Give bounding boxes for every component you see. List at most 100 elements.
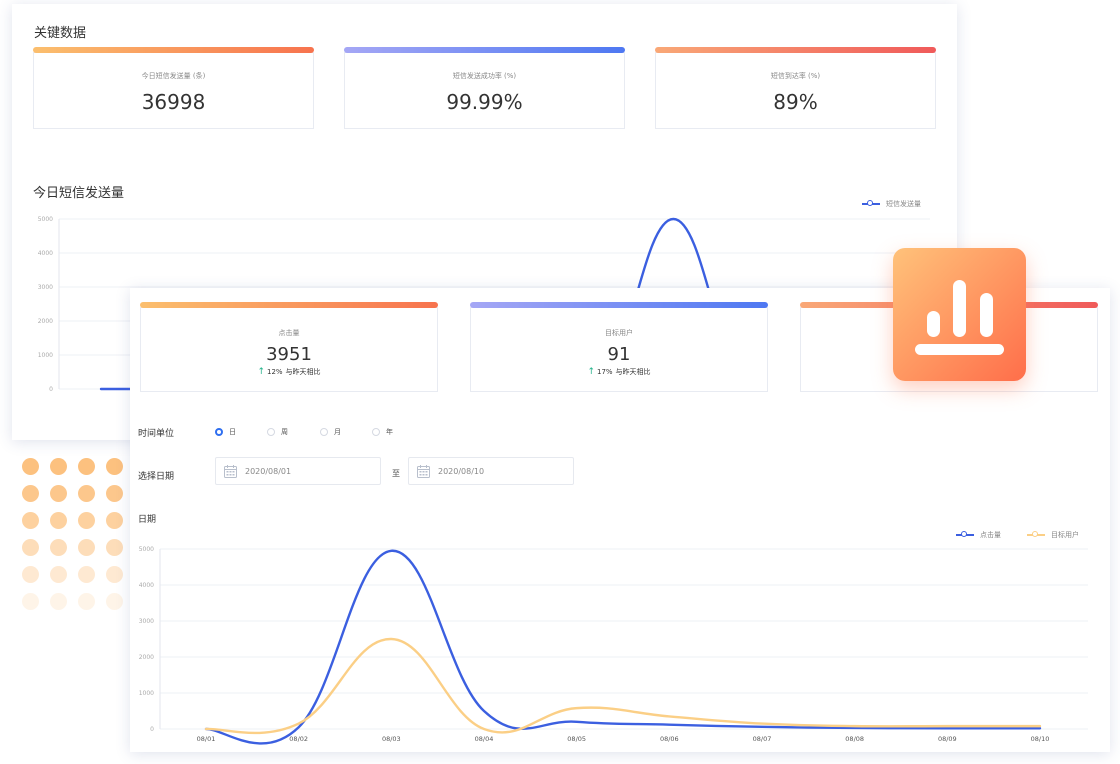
card-accent-bar — [140, 302, 438, 308]
x-tick-label: 08/10 — [1031, 735, 1050, 743]
decorative-dot — [22, 512, 39, 529]
radio-label: 日 — [229, 428, 236, 436]
radio-label: 月 — [334, 428, 341, 436]
decorative-dot — [78, 458, 95, 475]
x-tick-label: 08/01 — [197, 735, 216, 743]
radio-year[interactable]: 年 — [372, 427, 393, 437]
y-tick-label: 2000 — [139, 654, 154, 661]
trend-percent: 17% — [596, 368, 613, 376]
radio-circle — [215, 428, 223, 436]
decorative-dot — [78, 593, 95, 610]
date-separator: 至 — [392, 469, 400, 478]
radio-circle — [320, 428, 328, 436]
decorative-dot — [50, 539, 67, 556]
trend-text: 与昨天相比 — [615, 368, 651, 376]
decorative-dot — [106, 566, 123, 583]
series-line-1 — [204, 549, 1042, 745]
decorative-dot — [22, 485, 39, 502]
x-tick-label: 08/04 — [475, 735, 494, 743]
decorative-dot — [22, 458, 39, 475]
x-tick-label: 08/09 — [938, 735, 957, 743]
card-value: 3951 — [266, 344, 312, 365]
card-label: 今日短信发送量 (条) — [141, 72, 206, 80]
x-tick-label: 08/02 — [289, 735, 308, 743]
target-users-card: 目标用户 91 ↑ 17% 与昨天相比 — [470, 302, 768, 392]
legend-item-target-users: 目标用户 — [1027, 530, 1079, 540]
decorative-dot — [106, 593, 123, 610]
y-tick-label: 4000 — [139, 582, 154, 589]
legend-item-clicks: 点击量 — [956, 530, 1001, 540]
end-date-value: 2020/08/10 — [438, 466, 485, 476]
card-accent-bar — [655, 47, 936, 53]
decorative-dot — [106, 539, 123, 556]
decorative-dot — [106, 512, 123, 529]
y-tick-label: 5000 — [139, 546, 154, 553]
arrow-up-icon: ↑ — [257, 367, 265, 377]
radio-day[interactable]: 日 — [215, 427, 236, 437]
bar-chart-icon — [915, 280, 1004, 355]
arrow-up-icon: ↑ — [587, 367, 595, 377]
series-line-2 — [204, 637, 1042, 735]
y-tick-label: 3000 — [139, 618, 154, 625]
sms-arrival-rate-card: 短信到达率 (%) 89% — [655, 47, 936, 129]
start-date-value: 2020/08/01 — [245, 466, 292, 476]
legend-label: 短信发送量 — [886, 200, 921, 208]
y-tick-label: 3000 — [38, 284, 53, 291]
date-label: 选择日期 — [138, 472, 175, 482]
card-value: 89% — [773, 90, 818, 114]
radio-label: 周 — [281, 428, 288, 436]
card-trend: ↑ 12% 与昨天相比 — [141, 367, 437, 377]
decorative-dot — [22, 566, 39, 583]
clicks-card: 点击量 3951 ↑ 12% 与昨天相比 — [140, 302, 438, 392]
time-unit-label: 时间单位 — [138, 429, 175, 439]
decorative-dot — [50, 593, 67, 610]
card-accent-bar — [470, 302, 768, 308]
start-date-input[interactable]: 2020/08/01 — [215, 457, 381, 485]
card-trend: ↑ 17% 与昨天相比 — [471, 367, 767, 377]
card-value: 36998 — [141, 90, 206, 114]
decorative-dot — [50, 512, 67, 529]
sms-success-rate-card: 短信发送成功率 (%) 99.99% — [344, 47, 625, 129]
card-accent-bar — [344, 47, 625, 53]
y-tick-label: 0 — [49, 386, 53, 393]
decorative-dot — [106, 458, 123, 475]
card-value: 91 — [607, 344, 631, 365]
trend-text: 与昨天相比 — [285, 368, 321, 376]
legend-label: 目标用户 — [1051, 531, 1079, 539]
sms-count-card: 今日短信发送量 (条) 36998 — [33, 47, 314, 129]
y-tick-label: 1000 — [139, 690, 154, 697]
trend-percent: 12% — [266, 368, 283, 376]
sms-chart-title: 今日短信发送量 — [33, 186, 125, 201]
card-label: 点击量 — [278, 329, 300, 337]
card-label: 目标用户 — [605, 329, 633, 337]
card-accent-bar — [33, 47, 314, 53]
decorative-dot — [50, 566, 67, 583]
card-label: 短信到达率 (%) — [770, 72, 821, 80]
card-label: 短信发送成功率 (%) — [452, 72, 517, 80]
radio-circle — [267, 428, 275, 436]
x-tick-label: 08/07 — [753, 735, 772, 743]
x-tick-label: 08/06 — [660, 735, 679, 743]
legend-label: 点击量 — [980, 531, 1001, 539]
chart-title: 日期 — [138, 515, 157, 525]
radio-month[interactable]: 月 — [320, 427, 341, 437]
y-tick-label: 1000 — [38, 352, 53, 359]
radio-circle — [372, 428, 380, 436]
end-date-input[interactable]: 2020/08/10 — [408, 457, 574, 485]
decorative-dot — [78, 512, 95, 529]
y-tick-label: 4000 — [38, 250, 53, 257]
key-data-title: 关键数据 — [34, 26, 87, 41]
x-tick-label: 08/05 — [567, 735, 586, 743]
bar-chart-badge — [893, 248, 1026, 381]
decorative-dot — [50, 485, 67, 502]
chart-legend: 点击量 目标用户 — [930, 530, 1079, 540]
decorative-dot — [78, 485, 95, 502]
calendar-icon — [417, 464, 430, 478]
decorative-dot — [78, 539, 95, 556]
decorative-dot — [22, 539, 39, 556]
decorative-dot — [50, 458, 67, 475]
x-tick-label: 08/08 — [845, 735, 864, 743]
decorative-dot — [78, 566, 95, 583]
legend-marker — [956, 531, 974, 537]
radio-week[interactable]: 周 — [267, 427, 288, 437]
